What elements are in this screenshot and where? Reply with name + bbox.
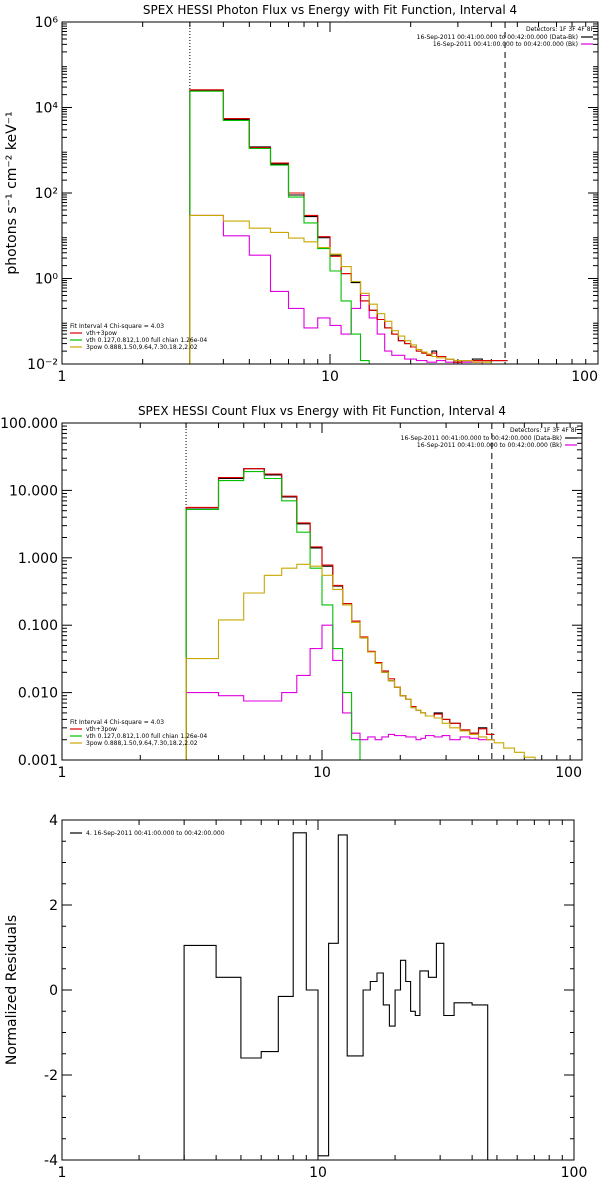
- x-tick-label: 10: [313, 765, 331, 781]
- legend-entry-label: 16-Sep-2011 00:41:00.000 to 00:42:00.000…: [417, 442, 562, 449]
- x-tick-label: 1: [58, 369, 67, 385]
- y-tick-label: -2: [44, 1068, 58, 1084]
- y-tick-label: 100.000: [0, 416, 58, 432]
- y-tick-label: -4: [44, 1153, 58, 1169]
- x-tick-label: 100: [555, 765, 582, 781]
- series-line-2: [185, 468, 495, 760]
- y-tick-label: 2: [49, 898, 58, 914]
- series-line-0: [189, 89, 508, 364]
- fit-legend-label: vth 0.127,0.812,1.00 full chian 1.26e-04: [86, 733, 207, 740]
- series-line-4: [185, 563, 545, 760]
- x-tick-label: 10: [321, 369, 339, 385]
- y-tick-label: 0.001: [18, 753, 58, 769]
- y-tick-label: 0.010: [18, 686, 58, 702]
- chart-title: SPEX HESSI Photon Flux vs Energy with Fi…: [143, 3, 517, 17]
- fit-legend-label: vth 0.127,0.812,1.00 full chian 1.26e-04: [86, 337, 207, 344]
- legend-header: Detectors: 1F 3F 4F 8F: [510, 427, 579, 434]
- y-tick-label: 1.000: [18, 551, 58, 567]
- x-tick-label: 100: [571, 369, 598, 385]
- legend-entry-label: 16-Sep-2011 00:41:00.000 to 00:42:00.000…: [401, 435, 562, 442]
- fit-legend-header: Fit Interval 4 Chi-square = 4.03: [70, 323, 164, 330]
- y-tick-label: 10⁰: [35, 272, 59, 288]
- residuals-panel: Normalized Residuals 1 10 100 -4 -2 0 2 4 4. 16-S…: [4, 813, 587, 1181]
- series-line-0: [185, 468, 495, 760]
- fit-legend-label: vth+3pow: [86, 330, 117, 337]
- series-line-1: [185, 624, 495, 760]
- x-tick-label: 100: [561, 1165, 588, 1181]
- y-tick-label: 10⁻²: [27, 357, 58, 373]
- series-group: [185, 468, 545, 760]
- x-tick-label: 10: [309, 1165, 327, 1181]
- fit-legend-label: vth+3pow: [86, 726, 117, 733]
- plot-frame: [61, 422, 583, 761]
- plot-frame: [61, 21, 599, 365]
- series-line-3: [189, 90, 508, 364]
- y-tick-label: 10.000: [9, 483, 58, 499]
- series-line-1: [189, 214, 508, 364]
- y-axis-label: Normalized Residuals: [4, 915, 20, 1065]
- photon-flux-panel: SPEX HESSI Photon Flux vs Energy with Fi…: [4, 3, 599, 385]
- series-line-0: [183, 832, 489, 1160]
- series-group: [189, 89, 508, 364]
- fit-legend-label: 4. 16-Sep-2011 00:41:00.000 to 00:42:00.…: [86, 830, 225, 837]
- series-group: [183, 832, 489, 1160]
- fit-legend-label: 3pow 0.888,1.50,9.64,7.30,18.2,2.02: [86, 740, 198, 747]
- legend-header: Detectors: 1F 3F 4F 8F: [526, 26, 595, 33]
- y-tick-label: 10²: [35, 186, 58, 202]
- x-tick-label: 1: [58, 765, 67, 781]
- y-tick-label: 0.100: [18, 618, 58, 634]
- chart-title: SPEX HESSI Count Flux vs Energy with Fit…: [138, 404, 506, 418]
- y-tick-label: 4: [49, 813, 58, 829]
- fit-legend-header: Fit Interval 4 Chi-square = 4.03: [70, 719, 164, 726]
- plot-frame: [61, 819, 575, 1161]
- series-line-4: [189, 214, 508, 364]
- y-tick-label: 10⁴: [35, 101, 59, 117]
- fit-legend-label: 3pow 0.888,1.50,9.64,7.30,18.2,2.02: [86, 344, 198, 351]
- y-tick-label: 10⁶: [35, 15, 59, 31]
- count-flux-panel: SPEX HESSI Count Flux vs Energy with Fit…: [0, 404, 583, 781]
- legend-entry-label: 16-Sep-2011 00:41:00.000 to 00:42:00.000…: [417, 34, 578, 41]
- series-line-2: [189, 89, 508, 364]
- legend-entry-label: 16-Sep-2011 00:41:00.000 to 00:42:00.000…: [433, 41, 578, 48]
- x-tick-label: 1: [58, 1165, 67, 1181]
- y-tick-label: 0: [49, 983, 58, 999]
- series-line-3: [185, 471, 495, 760]
- y-axis-label: photons s⁻¹ cm⁻² keV⁻¹: [4, 111, 20, 274]
